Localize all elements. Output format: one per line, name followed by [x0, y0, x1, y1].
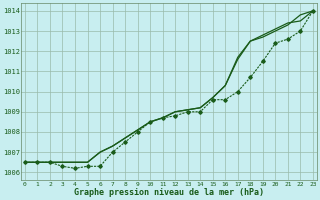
X-axis label: Graphe pression niveau de la mer (hPa): Graphe pression niveau de la mer (hPa): [74, 188, 264, 197]
